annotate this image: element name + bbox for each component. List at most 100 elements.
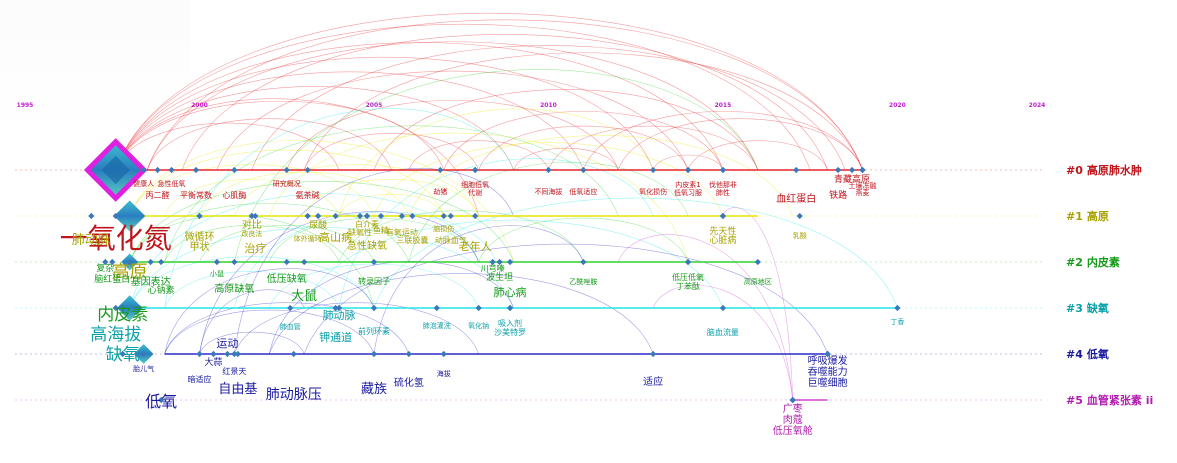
keyword-node: [196, 212, 203, 220]
keyword-node: [684, 258, 692, 266]
keyword-label: 心钠素: [148, 284, 175, 296]
keyword-label: 体外循环: [294, 234, 322, 243]
keyword-node: [283, 166, 290, 174]
keyword-label: 吞噬能力: [808, 365, 848, 378]
keyword-label: 健康人: [133, 179, 154, 188]
keyword-node: [332, 304, 339, 312]
keyword-node: [196, 350, 203, 358]
keyword-label: 前列环素: [358, 326, 390, 336]
cluster-label: #1 高原: [1066, 209, 1109, 223]
keyword-node: [719, 166, 727, 174]
keyword-node: [315, 212, 322, 220]
keyword-node: [796, 212, 803, 220]
co-citation-link: [583, 111, 863, 171]
keyword-label: 呼吸爆发: [808, 354, 848, 367]
co-citation-link: [722, 207, 794, 401]
co-citation-link: [164, 225, 340, 263]
cluster-label: #4 低氧: [1066, 347, 1109, 361]
co-citation-link: [338, 158, 654, 309]
keyword-label: 肺心病: [494, 285, 527, 299]
keyword-label: 丁香: [890, 317, 904, 326]
keyword-label: 低氧: [145, 392, 177, 411]
co-citation-link: [652, 154, 724, 171]
keyword-label: 动脉血气: [435, 235, 467, 245]
keyword-label: 细胞低氧: [461, 180, 489, 189]
keyword-label: 甲状: [189, 240, 209, 253]
keyword-node: [789, 396, 796, 404]
keyword-label: 钾通道: [319, 330, 352, 344]
keyword-label: 高原缺氧: [214, 282, 254, 295]
keyword-label: 高原地区: [744, 277, 772, 286]
keyword-node: [283, 258, 290, 266]
co-citation-link: [146, 118, 392, 171]
keyword-label: 肺血管: [280, 322, 301, 331]
background-glow: [0, 0, 190, 140]
keyword-node: [157, 258, 165, 266]
year-tick-label: 2024: [1029, 102, 1046, 109]
year-tick-label: 2010: [540, 102, 557, 109]
keyword-node: [370, 304, 378, 312]
keyword-label: 大鼠: [291, 289, 317, 304]
keyword-node: [88, 212, 95, 220]
cluster-label: #5 血管紧张素 ii: [1066, 393, 1153, 407]
keyword-label: 青藏高原: [834, 173, 870, 185]
cluster-label: #3 缺氧: [1066, 301, 1109, 315]
keyword-label: 高原: [112, 262, 148, 283]
keyword-label: 海拔: [437, 369, 451, 378]
co-citation-link: [115, 23, 811, 171]
keyword-label: 氧化钠: [468, 321, 489, 330]
keyword-node: [650, 350, 657, 358]
keyword-node: [433, 304, 440, 312]
co-citation-link: [617, 118, 863, 171]
keyword-node: [472, 212, 479, 220]
keyword-node: [290, 350, 297, 358]
keyword-node: [140, 166, 147, 174]
keyword-label: 血红蛋白: [776, 192, 816, 205]
keyword-node: [213, 258, 221, 266]
keyword-label: 红景天: [222, 366, 246, 376]
keyword-node: [506, 304, 514, 312]
keyword-label: 微循环: [184, 230, 214, 243]
co-citation-link: [164, 179, 340, 217]
keyword-node: [684, 166, 692, 174]
keyword-node: [894, 304, 901, 312]
co-citation-link: [408, 140, 549, 171]
year-tick-label: 1995: [17, 102, 34, 109]
keyword-label: 沙美特罗: [494, 327, 526, 337]
keyword-node: [489, 258, 496, 266]
keyword-node: [370, 258, 378, 266]
cluster-name: 高原肺水肿: [1087, 163, 1142, 177]
keyword-label: 对比: [242, 218, 262, 231]
keyword-label: 治疗: [244, 241, 266, 255]
cluster-id: #4: [1066, 348, 1083, 361]
keyword-label: 小鼠: [210, 269, 224, 278]
keyword-node: [848, 166, 856, 174]
keyword-label: 心肌酶: [222, 190, 246, 200]
co-citation-link: [146, 19, 863, 171]
cluster-node: [114, 200, 146, 232]
keyword-node: [157, 396, 165, 404]
keyword-label: 三联胶囊: [396, 235, 428, 245]
co-citation-link: [234, 69, 759, 263]
keyword-node: [475, 304, 482, 312]
keyword-label: 肺动脉: [323, 308, 356, 322]
co-citation-link: [164, 271, 340, 309]
keyword-label: 氧化损伤: [639, 187, 667, 196]
keyword-label: 高山病: [319, 230, 352, 244]
cluster-name: 内皮素: [1087, 255, 1120, 269]
co-citation-link: [199, 211, 479, 355]
keyword-label: 铁路: [829, 189, 847, 201]
keyword-label: 肺性: [716, 188, 730, 197]
keyword-node: [405, 350, 412, 358]
keyword-label: 不同海拔: [534, 187, 562, 196]
keyword-node: [859, 166, 866, 174]
keyword-label: 大蒜: [204, 356, 222, 368]
keyword-label: 改良法: [241, 229, 262, 238]
co-citation-link: [199, 331, 305, 355]
co-citation-link: [408, 161, 689, 263]
co-citation-link: [303, 133, 479, 171]
co-citation-link: [338, 108, 654, 217]
keyword-label: 胎儿气: [133, 364, 154, 373]
keyword-label: 尿酸: [309, 220, 327, 231]
